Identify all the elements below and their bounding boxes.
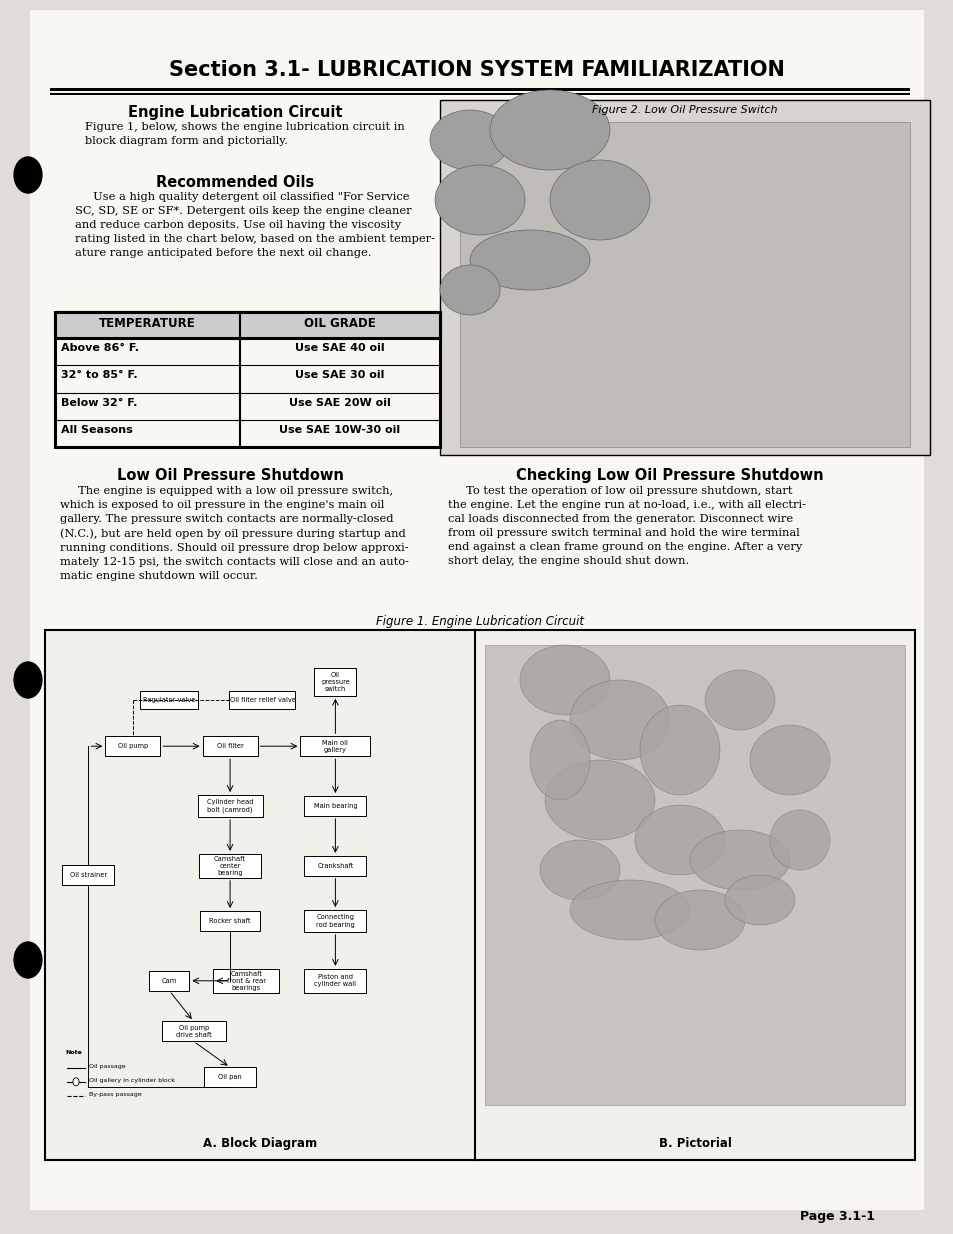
Text: Below 32° F.: Below 32° F. xyxy=(61,397,137,407)
Ellipse shape xyxy=(769,810,829,870)
Ellipse shape xyxy=(519,645,609,714)
Text: Low Oil Pressure Shutdown: Low Oil Pressure Shutdown xyxy=(116,468,343,482)
Text: Figure 1, below, shows the engine lubrication circuit in
block diagram form and : Figure 1, below, shows the engine lubric… xyxy=(85,122,404,146)
Text: Use SAE 40 oil: Use SAE 40 oil xyxy=(294,343,384,353)
Text: The engine is equipped with a low oil pressure switch,
which is exposed to oil p: The engine is equipped with a low oil pr… xyxy=(60,486,409,581)
Bar xyxy=(150,971,189,991)
Ellipse shape xyxy=(704,670,774,731)
Bar xyxy=(484,645,904,1104)
Text: Oil pump
drive shaft: Oil pump drive shaft xyxy=(175,1025,212,1038)
Bar xyxy=(230,691,295,710)
Bar xyxy=(140,691,198,710)
Bar xyxy=(55,312,439,338)
Text: TEMPERATURE: TEMPERATURE xyxy=(99,317,195,329)
Text: Recommended Oils: Recommended Oils xyxy=(155,175,314,190)
Text: Above 86° F.: Above 86° F. xyxy=(61,343,139,353)
Text: A. Block Diagram: A. Block Diagram xyxy=(203,1137,316,1150)
Bar xyxy=(105,737,160,756)
Text: B. Pictorial: B. Pictorial xyxy=(658,1137,731,1150)
Bar xyxy=(314,668,356,696)
Ellipse shape xyxy=(470,230,589,290)
Text: Main oil
gallery: Main oil gallery xyxy=(322,739,348,753)
Text: Connecting
rod bearing: Connecting rod bearing xyxy=(315,914,355,928)
Text: Oil filter relief valve: Oil filter relief valve xyxy=(230,697,295,703)
Bar xyxy=(204,1067,255,1087)
Text: Cam: Cam xyxy=(162,977,177,983)
Text: Oil pump: Oil pump xyxy=(117,743,148,749)
Bar xyxy=(200,911,260,930)
Bar xyxy=(304,909,366,932)
Text: OIL GRADE: OIL GRADE xyxy=(304,317,375,329)
Text: Section 3.1- LUBRICATION SYSTEM FAMILIARIZATION: Section 3.1- LUBRICATION SYSTEM FAMILIAR… xyxy=(169,60,784,80)
Text: Oil passage: Oil passage xyxy=(89,1064,126,1069)
Ellipse shape xyxy=(544,760,655,840)
Text: Camshaft
front & rear
bearings: Camshaft front & rear bearings xyxy=(227,971,266,991)
Text: Main bearing: Main bearing xyxy=(314,803,356,810)
Ellipse shape xyxy=(435,165,524,234)
Circle shape xyxy=(14,661,42,698)
Ellipse shape xyxy=(490,90,609,170)
Bar xyxy=(304,856,366,876)
Bar xyxy=(439,100,929,455)
Text: Use SAE 20W oil: Use SAE 20W oil xyxy=(289,397,391,407)
Text: Regulator valve: Regulator valve xyxy=(143,697,195,703)
Ellipse shape xyxy=(689,830,789,890)
Text: By-pass passage: By-pass passage xyxy=(89,1092,141,1097)
Ellipse shape xyxy=(569,680,669,760)
Text: Use SAE 10W-30 oil: Use SAE 10W-30 oil xyxy=(279,424,400,434)
Text: Use a high quality detergent oil classified "For Service
SC, SD, SE or SF*. Dete: Use a high quality detergent oil classif… xyxy=(75,193,435,258)
Ellipse shape xyxy=(530,719,589,800)
Bar xyxy=(304,969,366,993)
Text: Camshaft
center
bearing: Camshaft center bearing xyxy=(213,856,246,876)
Text: Engine Lubrication Circuit: Engine Lubrication Circuit xyxy=(128,105,342,120)
Ellipse shape xyxy=(639,705,720,795)
Bar xyxy=(45,631,914,1160)
Ellipse shape xyxy=(430,110,510,170)
Bar xyxy=(202,737,257,756)
Text: Oil pan: Oil pan xyxy=(218,1075,242,1081)
Text: 32° to 85° F.: 32° to 85° F. xyxy=(61,370,137,380)
Ellipse shape xyxy=(724,875,794,926)
Ellipse shape xyxy=(635,805,724,875)
Text: Use SAE 30 oil: Use SAE 30 oil xyxy=(295,370,384,380)
Text: Checking Low Oil Pressure Shutdown: Checking Low Oil Pressure Shutdown xyxy=(516,468,823,482)
Bar xyxy=(62,865,114,885)
Bar xyxy=(55,312,439,447)
Text: Page 3.1-1: Page 3.1-1 xyxy=(800,1211,874,1223)
Bar xyxy=(459,122,909,447)
Bar xyxy=(199,854,261,877)
Bar xyxy=(197,795,262,817)
Bar xyxy=(213,969,279,993)
Ellipse shape xyxy=(539,840,619,900)
Ellipse shape xyxy=(550,160,649,239)
Ellipse shape xyxy=(439,265,499,315)
Text: Rocker shaft: Rocker shaft xyxy=(209,918,251,924)
Circle shape xyxy=(14,942,42,979)
Text: Note: Note xyxy=(65,1050,82,1055)
Bar xyxy=(300,737,370,756)
Bar xyxy=(304,796,366,816)
Ellipse shape xyxy=(655,890,744,950)
Text: Figure 2. Low Oil Pressure Switch: Figure 2. Low Oil Pressure Switch xyxy=(592,105,777,115)
Text: Oil filter: Oil filter xyxy=(216,743,243,749)
Bar xyxy=(50,93,909,95)
Text: To test the operation of low oil pressure shutdown, start
the engine. Let the en: To test the operation of low oil pressur… xyxy=(448,486,805,566)
Circle shape xyxy=(72,1077,79,1086)
Bar xyxy=(161,1022,226,1041)
Text: Oil
pressure
switch: Oil pressure switch xyxy=(320,671,350,692)
Text: Oil strainer: Oil strainer xyxy=(70,872,107,879)
Ellipse shape xyxy=(749,726,829,795)
Bar xyxy=(50,88,909,91)
Circle shape xyxy=(14,157,42,193)
Text: All Seasons: All Seasons xyxy=(61,424,132,434)
Text: Figure 1. Engine Lubrication Circuit: Figure 1. Engine Lubrication Circuit xyxy=(375,615,583,628)
Text: Piston and
cylinder wall: Piston and cylinder wall xyxy=(314,975,356,987)
Text: Oil gallery in cylinder block: Oil gallery in cylinder block xyxy=(89,1077,174,1082)
Ellipse shape xyxy=(569,880,689,940)
Text: Cylinder head
bolt (camrod): Cylinder head bolt (camrod) xyxy=(207,800,253,813)
Text: Crankshaft: Crankshaft xyxy=(317,863,354,869)
